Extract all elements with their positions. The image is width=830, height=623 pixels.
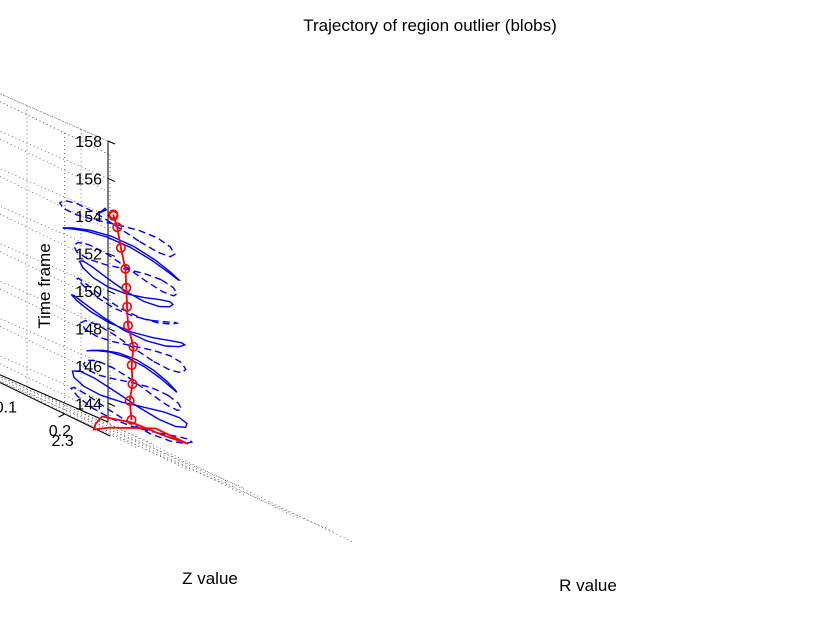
z-tick-label: 144 bbox=[75, 396, 102, 413]
z-tick-mark bbox=[107, 290, 116, 295]
grid-line bbox=[0, 280, 109, 329]
trajectory-point bbox=[112, 222, 123, 233]
y-tick-label: 0.2 bbox=[49, 423, 71, 440]
trajectory-point bbox=[126, 414, 137, 425]
tick-labels: 1441461481501521541561580.20.10−0.1−0.22… bbox=[0, 134, 102, 450]
grid-line bbox=[0, 355, 109, 404]
grid-line bbox=[64, 413, 335, 533]
blob-outline bbox=[70, 294, 187, 348]
trajectory-point bbox=[123, 320, 134, 331]
z-tick-label: 150 bbox=[75, 284, 102, 301]
grid-line bbox=[0, 168, 109, 217]
z-tick-mark bbox=[107, 402, 116, 407]
grid-line bbox=[0, 318, 109, 367]
chart-title: Trajectory of region outlier (blobs) bbox=[303, 16, 557, 35]
trajectory-point bbox=[126, 360, 137, 371]
x-tick-mark bbox=[58, 413, 65, 418]
trajectory-point bbox=[124, 395, 135, 406]
base-blob-outline bbox=[92, 415, 189, 445]
grid-line bbox=[0, 205, 109, 254]
axes bbox=[0, 140, 116, 437]
y-axis-line bbox=[0, 374, 109, 423]
y-axis-label: Z value bbox=[182, 569, 238, 588]
grid-line bbox=[0, 380, 245, 489]
y-tick-label: 0.1 bbox=[0, 400, 17, 417]
trajectory-point bbox=[128, 341, 139, 352]
trajectory-point bbox=[122, 301, 133, 312]
z-tick-label: 156 bbox=[75, 171, 102, 188]
trajectory-point bbox=[127, 378, 138, 389]
blob-outline bbox=[58, 199, 176, 258]
grid-line bbox=[0, 375, 246, 496]
blob-outline bbox=[98, 207, 108, 214]
z-tick-mark bbox=[107, 252, 116, 257]
grid-line bbox=[26, 386, 300, 519]
x-axis-label: R value bbox=[559, 576, 617, 595]
trajectory-point bbox=[120, 263, 131, 274]
grid-line bbox=[0, 93, 109, 142]
blob-outline bbox=[86, 349, 178, 393]
blob-outline bbox=[80, 319, 187, 374]
grid-line bbox=[0, 93, 109, 142]
blob-outline bbox=[72, 241, 179, 297]
y-tick-mark bbox=[26, 386, 34, 391]
z-tick-mark bbox=[107, 178, 116, 182]
z-tick-label: 148 bbox=[75, 321, 102, 338]
blob-outline bbox=[70, 386, 194, 445]
grid-line bbox=[0, 130, 109, 179]
z-tick-label: 152 bbox=[75, 246, 102, 263]
trajectory-point bbox=[108, 209, 119, 220]
z-tick-label: 154 bbox=[75, 209, 102, 226]
trajectory bbox=[92, 209, 189, 445]
grid-lines bbox=[0, 93, 354, 543]
z-axis-label: Time frame bbox=[35, 243, 54, 328]
blob-outline bbox=[78, 260, 175, 308]
z-tick-label: 146 bbox=[75, 359, 102, 376]
blob-outline bbox=[62, 227, 182, 282]
grid-line bbox=[0, 243, 109, 292]
z-tick-label: 158 bbox=[75, 134, 102, 151]
x-tick-label: 2.3 bbox=[52, 433, 74, 450]
trajectory-point bbox=[121, 282, 132, 293]
z-tick-mark bbox=[107, 140, 116, 145]
blob-outline bbox=[82, 359, 183, 412]
y-tick-mark bbox=[80, 409, 88, 414]
blob-outline bbox=[71, 370, 188, 429]
trajectory-line bbox=[112, 214, 135, 420]
blob-outlines bbox=[58, 199, 194, 445]
trajectory-point bbox=[115, 242, 126, 253]
z-tick-mark bbox=[107, 327, 116, 332]
blob-outline bbox=[75, 277, 180, 325]
